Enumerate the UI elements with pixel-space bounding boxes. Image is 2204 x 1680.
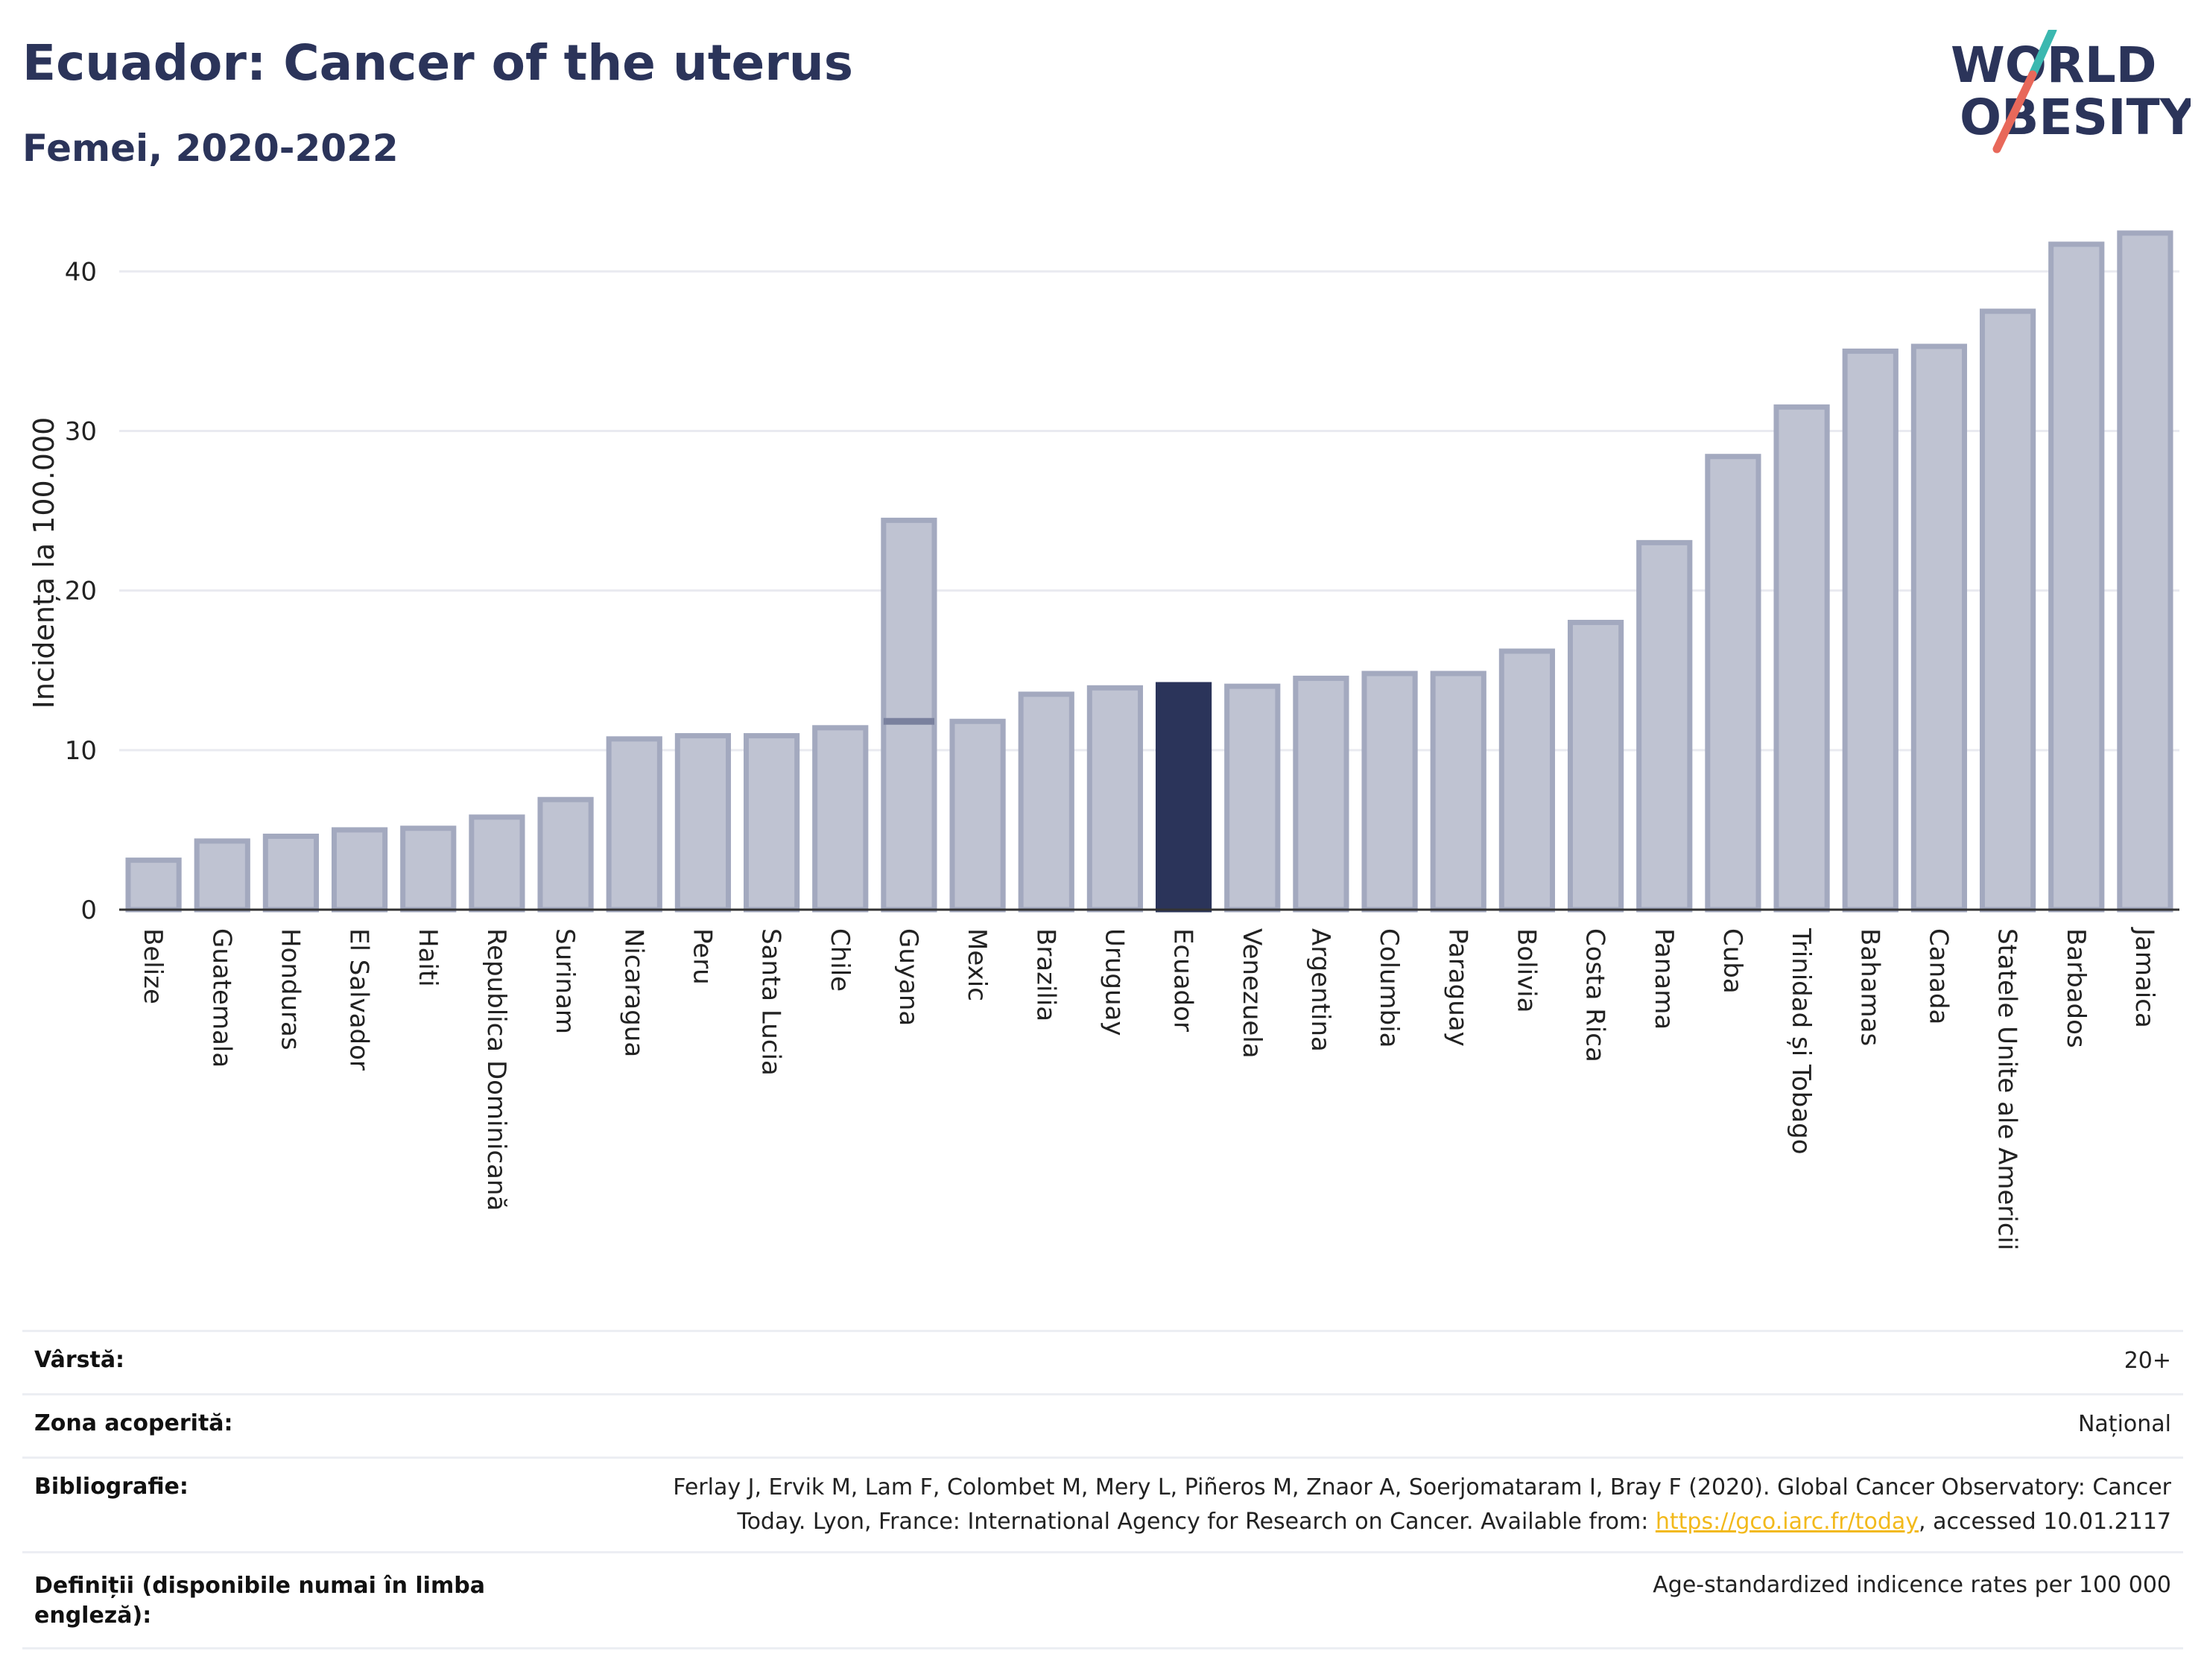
definitions-label-line1: Definiții (disponibile numai în limba bbox=[34, 1573, 485, 1599]
x-tick-label: Chile bbox=[825, 928, 855, 992]
x-tick-label: Haiti bbox=[413, 928, 443, 987]
info-row-zone: Zona acoperită: Național bbox=[22, 1393, 2183, 1456]
bar bbox=[1430, 671, 1486, 913]
x-tick-label: Cuba bbox=[1717, 928, 1747, 994]
x-tick-label: Panama bbox=[1649, 928, 1679, 1030]
bar bbox=[606, 736, 662, 913]
bar bbox=[881, 517, 937, 913]
x-tick-label: Venezuela bbox=[1237, 928, 1267, 1059]
x-tick-label: Surinam bbox=[550, 928, 580, 1034]
chart-title: Ecuador: Cancer of the uterus bbox=[22, 34, 854, 92]
bar bbox=[1155, 682, 1212, 913]
chart-subtitle: Femei, 2020-2022 bbox=[22, 127, 399, 170]
x-tick-label: Argentina bbox=[1305, 928, 1335, 1052]
bibliography-link[interactable]: https://gco.iarc.fr/today bbox=[1655, 1509, 1919, 1535]
x-tick-label: Uruguay bbox=[1099, 928, 1129, 1036]
logo-line1: WORLD bbox=[1951, 37, 2157, 94]
bar bbox=[812, 725, 869, 913]
bar bbox=[469, 814, 525, 913]
x-tick-label: Mexic bbox=[962, 928, 992, 1001]
x-tick-label: Barbados bbox=[2061, 928, 2091, 1048]
bar bbox=[1705, 454, 1761, 913]
y-axis-label: Incidența la 100.000 bbox=[28, 417, 60, 709]
logo-line2: OBESITY bbox=[1960, 89, 2191, 146]
x-tick-label: Costa Rica bbox=[1580, 928, 1610, 1062]
bar bbox=[743, 733, 800, 913]
age-value: 20+ bbox=[2124, 1348, 2171, 1374]
x-tick-label: Canada bbox=[1923, 928, 1953, 1024]
x-tick-label: Statele Unite ale Americii bbox=[1992, 928, 2022, 1250]
bibliography-value: Ferlay J, Ervik M, Lam F, Colombet M, Me… bbox=[457, 1471, 2171, 1539]
bar bbox=[949, 718, 1006, 913]
bar bbox=[262, 833, 320, 913]
bibliography-line1: Ferlay J, Ervik M, Lam F, Colombet M, Me… bbox=[673, 1474, 2171, 1500]
bar bbox=[1224, 683, 1281, 913]
x-tick-label: El Salvador bbox=[344, 928, 374, 1071]
x-tick-label: Bahamas bbox=[1855, 928, 1884, 1046]
x-tick-label: Brazilia bbox=[1030, 928, 1060, 1021]
y-tick-label: 10 bbox=[65, 736, 97, 766]
x-tick-label: Santa Lucia bbox=[756, 928, 786, 1076]
bar bbox=[1910, 343, 1968, 913]
definitions-value: Age-standardized indicence rates per 100… bbox=[1653, 1572, 2171, 1598]
bar bbox=[1979, 308, 2036, 913]
bar bbox=[674, 733, 732, 913]
bar bbox=[1018, 691, 1074, 913]
bibliography-label: Bibliografie: bbox=[34, 1474, 189, 1500]
y-tick-label: 0 bbox=[80, 896, 97, 925]
info-row-definitions: Definiții (disponibile numai în limba en… bbox=[22, 1551, 2183, 1649]
bar bbox=[2048, 241, 2105, 913]
world-obesity-logo: WORLD OBESITY bbox=[1951, 30, 2191, 153]
age-label: Vârstă: bbox=[34, 1347, 125, 1373]
y-tick-label: 20 bbox=[65, 577, 97, 606]
bibliography-line2: Today. Lyon, France: International Agenc… bbox=[457, 1505, 2171, 1539]
x-tick-label: Columbia bbox=[1374, 928, 1404, 1048]
bar bbox=[1498, 648, 1556, 913]
bar bbox=[194, 838, 250, 913]
zone-label: Zona acoperită: bbox=[34, 1410, 233, 1436]
x-tick-label: Paraguay bbox=[1443, 928, 1472, 1047]
bar-chart: 0 10 20 30 40 Belize Guatemala Honduras El Salva… bbox=[28, 230, 2179, 1250]
bar bbox=[1293, 675, 1349, 913]
x-tick-label: Jamaica bbox=[2129, 927, 2159, 1028]
bar bbox=[2117, 230, 2173, 913]
info-row-age: Vârstă: 20+ bbox=[22, 1330, 2183, 1393]
x-tick-label: Honduras bbox=[275, 928, 305, 1050]
bar bbox=[1086, 685, 1144, 913]
bar bbox=[400, 825, 457, 913]
zone-value: Național bbox=[2077, 1411, 2171, 1437]
x-tick-label: Trinidad și Tobago bbox=[1786, 928, 1816, 1155]
x-tick-label: Bolivia bbox=[1511, 928, 1541, 1012]
x-tick-label: Republica Dominicană bbox=[481, 928, 511, 1211]
bar bbox=[1567, 619, 1624, 913]
bar bbox=[1842, 348, 1899, 913]
y-tick-label: 30 bbox=[65, 416, 97, 446]
definitions-label-line2: engleză): bbox=[34, 1603, 152, 1629]
x-tick-label: Nicaragua bbox=[618, 928, 648, 1057]
info-row-bibliography: Bibliografie: Ferlay J, Ervik M, Lam F, … bbox=[22, 1456, 2183, 1551]
bar bbox=[537, 796, 594, 913]
y-tick-label: 40 bbox=[65, 257, 97, 287]
x-tick-label: Guatemala bbox=[206, 928, 236, 1068]
bar bbox=[1361, 671, 1418, 913]
info-table: Vârstă: 20+ Zona acoperită: Național Bib… bbox=[22, 1330, 2183, 1649]
bar bbox=[1773, 404, 1830, 913]
x-tick-label: Belize bbox=[138, 928, 168, 1004]
x-tick-label: Peru bbox=[687, 928, 717, 985]
x-tick-label: Ecuador bbox=[1168, 928, 1198, 1032]
bar bbox=[331, 827, 388, 913]
definitions-label: Definiții (disponibile numai în limba en… bbox=[34, 1571, 485, 1631]
bar bbox=[1636, 539, 1693, 913]
bar bbox=[125, 858, 182, 913]
x-tick-label: Guyana bbox=[893, 928, 923, 1026]
bibliography-accessed: , accessed 10.01.2117 bbox=[1919, 1509, 2171, 1535]
bibliography-line2-text: Today. Lyon, France: International Agenc… bbox=[737, 1509, 1656, 1535]
